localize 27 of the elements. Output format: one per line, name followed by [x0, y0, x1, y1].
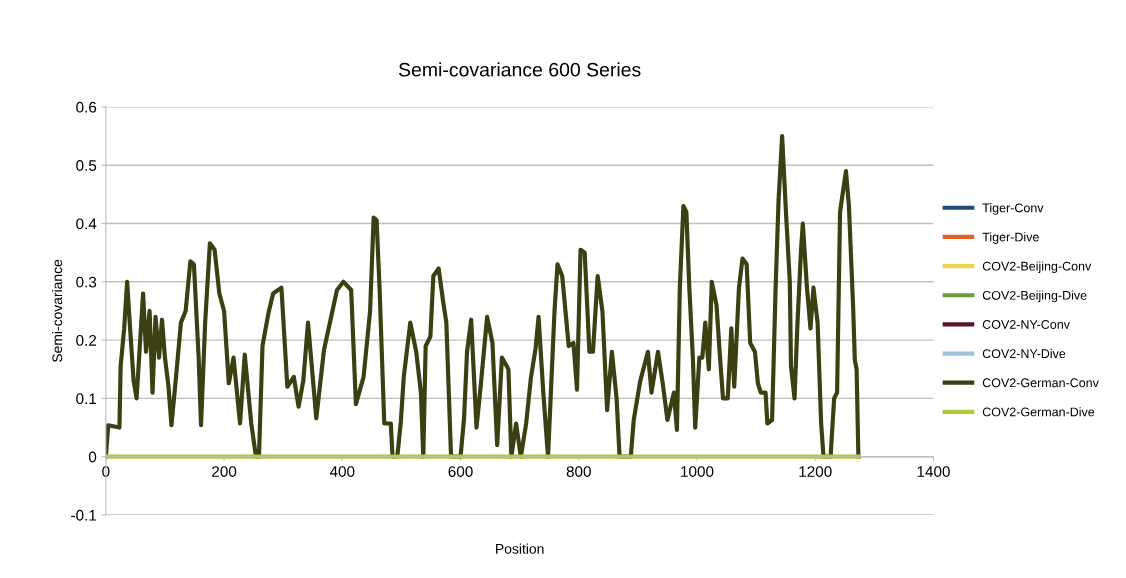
x-tick-label: 400: [329, 466, 355, 477]
legend-label: COV2-NY-Conv: [982, 320, 1070, 329]
legend-label: COV2-NY-Dive: [982, 348, 1066, 359]
chart-title: Semi-covariance 600 Series: [398, 62, 641, 77]
y-tick-label: 0: [88, 451, 97, 463]
legend-label: COV2-German-Conv: [982, 378, 1099, 388]
x-tick-label: 1400: [917, 466, 950, 477]
y-tick-label: 0.6: [76, 101, 97, 113]
y-tick-label: 0.5: [76, 160, 97, 171]
legend-label: COV2-German-Dive: [982, 407, 1095, 417]
x-tick-label: 1000: [681, 466, 714, 477]
x-tick-label: 1200: [799, 466, 832, 477]
x-tick-label: 600: [448, 466, 473, 477]
x-axis-title: Position: [496, 543, 544, 554]
legend-label: COV2-Beijing-Conv: [982, 261, 1092, 274]
y-tick-label: 0.1: [76, 393, 97, 405]
y-tick-label: 0.4: [76, 218, 97, 230]
legend-label: Tiger-Dive: [982, 232, 1039, 244]
x-tick-label: 0: [102, 466, 110, 477]
x-tick-label: 200: [212, 466, 237, 477]
y-tick-label: 0.2: [76, 334, 97, 346]
y-axis-title: Semi-covariance: [51, 259, 63, 363]
y-tick-label: -0.1: [71, 509, 97, 521]
legend-label: Tiger-Conv: [982, 203, 1044, 215]
x-tick-label: 800: [566, 466, 591, 477]
legend-label: COV2-Beijing-Dive: [982, 290, 1087, 303]
y-tick-label: 0.3: [76, 276, 97, 288]
